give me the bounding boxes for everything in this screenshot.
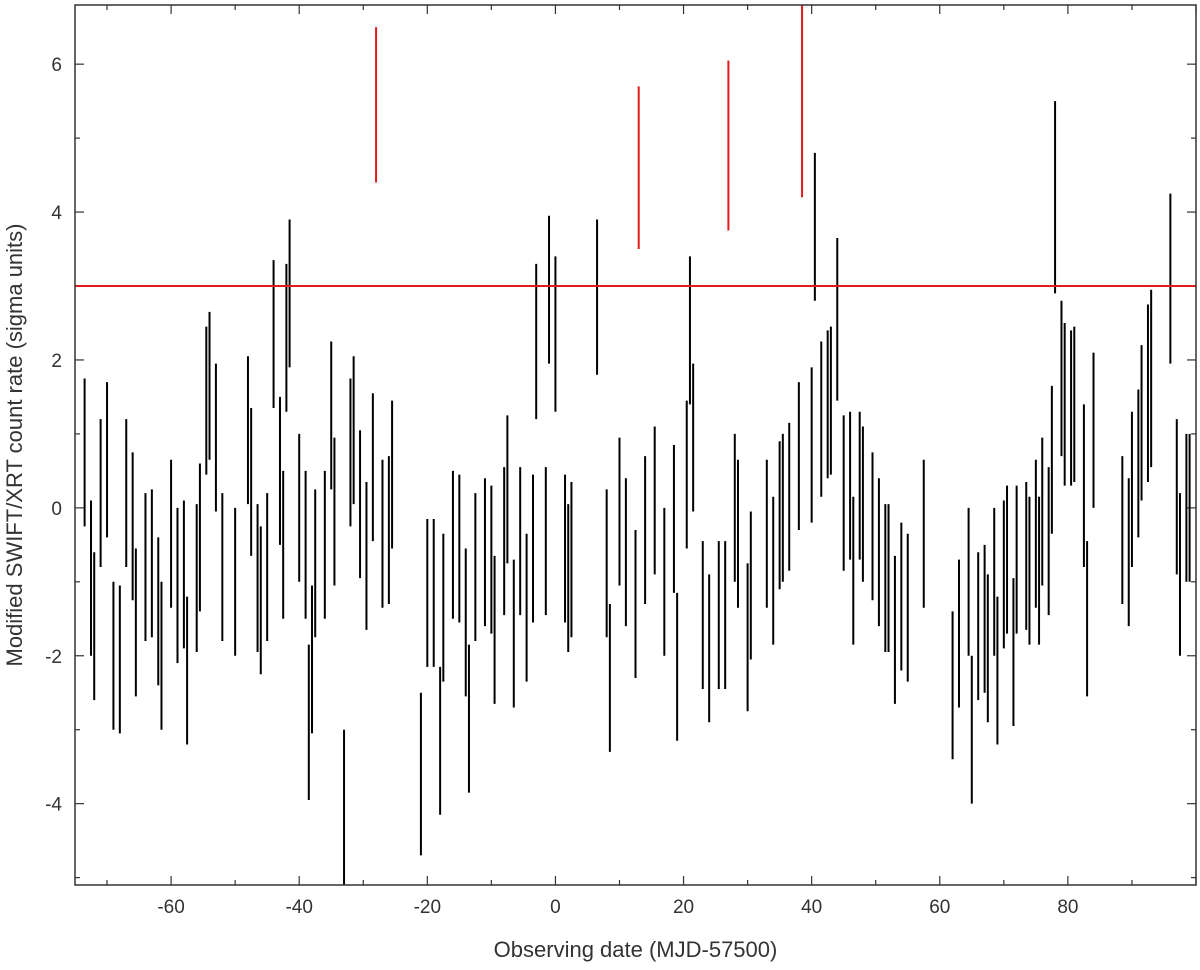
x-tick-label: 0 [550, 897, 561, 918]
x-tick-label: -40 [285, 897, 312, 918]
x-tick-label: 60 [929, 897, 950, 918]
data-points [83, 5, 1191, 885]
y-tick-label: 2 [51, 351, 62, 372]
plot-frame [74, 4, 1197, 886]
x-tick-label: -20 [414, 897, 441, 918]
x-axis-title: Observing date (MJD-57500) [494, 937, 778, 962]
axis-ticks [75, 5, 1197, 885]
y-tick-label: -2 [45, 647, 62, 668]
y-tick-label: -4 [45, 795, 62, 816]
x-tick-label: 40 [801, 897, 822, 918]
x-tick-label: 20 [673, 897, 694, 918]
x-tick-label: 80 [1057, 897, 1078, 918]
x-tick-label: -60 [157, 897, 184, 918]
y-tick-label: 0 [51, 499, 62, 520]
y-tick-label: 6 [51, 55, 62, 76]
y-axis-title: Modified SWIFT/XRT count rate (sigma uni… [2, 224, 27, 667]
y-tick-label: 4 [51, 203, 62, 224]
